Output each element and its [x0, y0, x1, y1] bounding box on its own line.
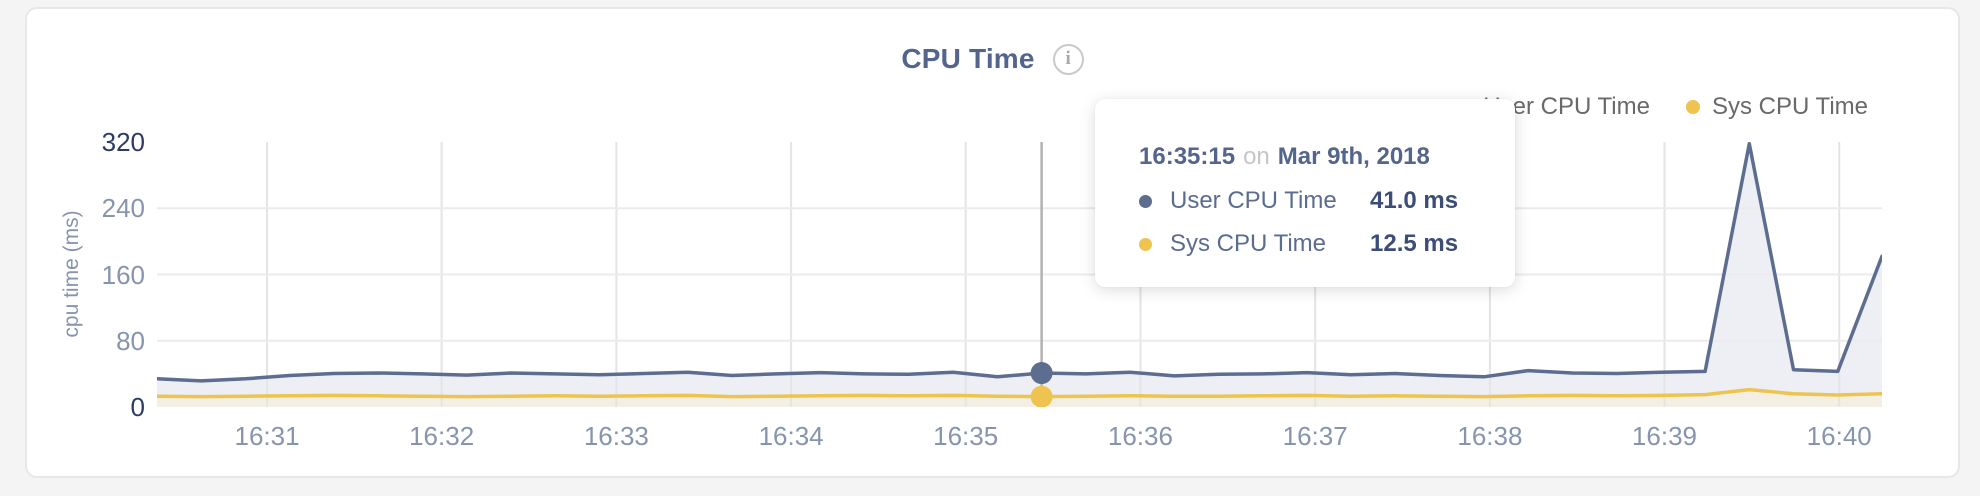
- tooltip-row-user: User CPU Time 41.0 ms: [1139, 186, 1515, 216]
- y-tick-label: 0: [130, 392, 145, 422]
- y-tick-label: 240: [101, 193, 145, 224]
- x-tick-label: 16:33: [583, 421, 649, 451]
- tooltip-timestamp: 16:35:15 on Mar 9th, 2018: [1139, 143, 1515, 173]
- x-tick-label: 16:34: [758, 421, 824, 451]
- x-tick-label: 16:38: [1457, 421, 1523, 451]
- chart-tooltip: 16:35:15 on Mar 9th, 2018 User CPU Time 41…: [1095, 99, 1515, 287]
- legend-item-sys-cpu[interactable]: Sys CPU Time: [1685, 93, 1868, 121]
- y-tick-label: 320: [101, 127, 145, 157]
- x-tick-label: 16:36: [1107, 421, 1173, 451]
- x-tick-label: 16:40: [1806, 421, 1872, 451]
- plot-area[interactable]: [157, 142, 1882, 407]
- tooltip-dot-user-icon: [1139, 194, 1152, 208]
- legend: User CPU Time Sys CPU Time: [1457, 93, 1868, 121]
- legend-dot-sys-icon: [1685, 100, 1700, 114]
- x-tick-label: 16:31: [234, 421, 300, 451]
- tooltip-row-sys: Sys CPU Time 12.5 ms: [1139, 229, 1515, 259]
- chart-title: CPU Time: [901, 43, 1035, 74]
- y-tick-label: 80: [116, 325, 145, 356]
- x-tick-label: 16:35: [933, 421, 999, 451]
- y-axis-ticks: 0 80 160 240 320: [27, 127, 145, 422]
- tooltip-dot-sys-icon: [1139, 237, 1152, 251]
- chart-header: CPU Time i: [27, 43, 1958, 75]
- tooltip-value-sys: 12.5 ms: [1370, 230, 1459, 257]
- tooltip-date: Mar 9th, 2018: [1277, 143, 1430, 170]
- x-tick-label: 16:37: [1282, 421, 1348, 451]
- info-icon[interactable]: i: [1052, 43, 1084, 75]
- tooltip-label-sys: Sys CPU Time: [1170, 230, 1327, 257]
- tooltip-conjunction: on: [1243, 143, 1270, 170]
- y-tick-label: 160: [101, 259, 145, 290]
- x-axis-ticks: 16:31 16:32 16:33 16:34 16:35 16:36 16:37 16:38…: [157, 421, 1882, 455]
- chart-card: CPU Time i User CPU Time Sys CPU Time cp…: [25, 7, 1960, 478]
- legend-label-sys: Sys CPU Time: [1711, 93, 1868, 120]
- x-tick-label: 16:39: [1631, 421, 1698, 451]
- x-tick-label: 16:32: [409, 421, 475, 451]
- tooltip-value-user: 41.0 ms: [1370, 187, 1459, 214]
- tooltip-label-user: User CPU Time: [1170, 187, 1337, 214]
- tooltip-time: 16:35:15: [1139, 143, 1236, 170]
